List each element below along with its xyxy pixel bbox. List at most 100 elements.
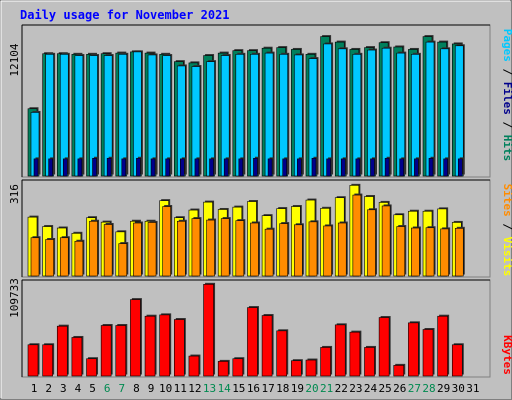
pages-bar (370, 158, 375, 177)
x-tick-label: 29 (437, 382, 450, 395)
sites-bar (279, 223, 289, 277)
side-label-separator: / (501, 217, 512, 237)
pages-bar (136, 157, 141, 177)
y-max-label: 316 (8, 184, 21, 204)
sites-bar (250, 222, 259, 277)
files-bar (440, 48, 449, 177)
bars-group (27, 183, 465, 277)
sites-visits-panel: 316 Sites / Visits (8, 179, 512, 278)
sites-bar (74, 240, 84, 277)
kbytes-bar (364, 347, 375, 377)
side-label: Sites / Visits (501, 184, 512, 277)
x-tick-label: 12 (188, 382, 201, 395)
x-tick-label: 24 (364, 382, 378, 395)
sites-bar (177, 220, 186, 277)
pages-bar (238, 158, 244, 177)
pages-bar (428, 157, 434, 177)
x-tick-label: 31 (466, 382, 479, 395)
pages-bar (77, 158, 83, 177)
kbytes-panel: 109733 KBytes (8, 278, 512, 378)
pages-bar (165, 158, 170, 177)
kbytes-bar (349, 331, 361, 377)
x-tick-label: 11 (174, 382, 187, 395)
pages-bar (106, 157, 112, 177)
sites-bar (425, 227, 435, 277)
kbytes-bar (71, 337, 83, 377)
sites-bar (191, 218, 201, 277)
x-tick-label: 17 (261, 382, 274, 395)
files-bar (425, 41, 435, 177)
kbytes-bar (393, 365, 405, 377)
kbytes-bar (27, 344, 39, 377)
x-tick-label: 9 (148, 382, 155, 395)
sites-bar (45, 239, 54, 277)
kbytes-bar (56, 325, 68, 377)
sites-bar (235, 220, 245, 277)
pages-bar (267, 158, 273, 177)
x-tick-label: 19 (291, 382, 304, 395)
x-tick-label: 21 (320, 382, 333, 395)
sites-bar (30, 237, 40, 277)
side-label: KBytes (501, 335, 512, 375)
kbytes-bar (115, 325, 127, 377)
files-bar (337, 48, 347, 177)
pages-bar (223, 158, 229, 177)
pages-bar (92, 157, 97, 177)
sites-bar (367, 209, 376, 277)
x-tick-label: 6 (104, 382, 111, 395)
pages-bar (62, 158, 68, 177)
kbytes-bar (247, 307, 258, 377)
y-max-label: 12104 (8, 43, 21, 76)
sites-bar (440, 228, 449, 277)
sites-bar (352, 194, 362, 277)
x-tick-label: 25 (378, 382, 391, 395)
sites-bar (59, 237, 69, 277)
x-tick-label: 1 (31, 382, 38, 395)
pages-bar (384, 157, 390, 177)
sites-bar (308, 221, 318, 277)
x-tick-label: 16 (247, 382, 260, 395)
kbytes-bar (451, 344, 463, 377)
pages-bar (457, 158, 463, 177)
side-label-part: Files (501, 82, 512, 115)
side-label-part: KBytes (501, 335, 512, 375)
pages-bar (326, 158, 331, 177)
x-tick-label: 26 (393, 382, 406, 395)
side-label: Pages / Files / Hits (501, 29, 512, 162)
side-label-separator: / (501, 62, 512, 82)
files-bar (454, 45, 464, 177)
side-label-part: Visits (501, 237, 512, 277)
kbytes-bar (378, 317, 390, 377)
y-max-label: 109733 (8, 278, 21, 318)
pages-bar (282, 158, 288, 177)
pages-bar (209, 158, 214, 177)
x-tick-label: 20 (305, 382, 318, 395)
side-label-separator: / (501, 115, 512, 135)
kbytes-bar (232, 358, 244, 377)
sites-bar (162, 206, 171, 277)
pages-bar (253, 157, 258, 177)
side-label-part: Sites (501, 184, 512, 217)
sites-bar (396, 226, 406, 277)
kbytes-bar (291, 360, 302, 377)
x-tick-label: 22 (335, 382, 348, 395)
x-tick-label: 13 (203, 382, 216, 395)
x-tick-label: 30 (452, 382, 465, 395)
pages-bar (414, 158, 419, 177)
pages-bar (180, 158, 185, 177)
kbytes-bar (422, 329, 434, 377)
pages-bar (399, 158, 405, 177)
sites-bar (118, 243, 128, 277)
kbytes-bar (408, 322, 419, 377)
sites-bar (411, 227, 420, 277)
x-tick-label: 15 (232, 382, 245, 395)
sites-bar (294, 224, 303, 277)
kbytes-bar (217, 361, 229, 377)
bars-group (27, 35, 465, 177)
pages-bar (443, 158, 448, 177)
kbytes-bar (203, 284, 214, 377)
pages-bar (311, 157, 317, 177)
x-tick-label: 18 (276, 382, 289, 395)
sites-bar (220, 218, 230, 277)
